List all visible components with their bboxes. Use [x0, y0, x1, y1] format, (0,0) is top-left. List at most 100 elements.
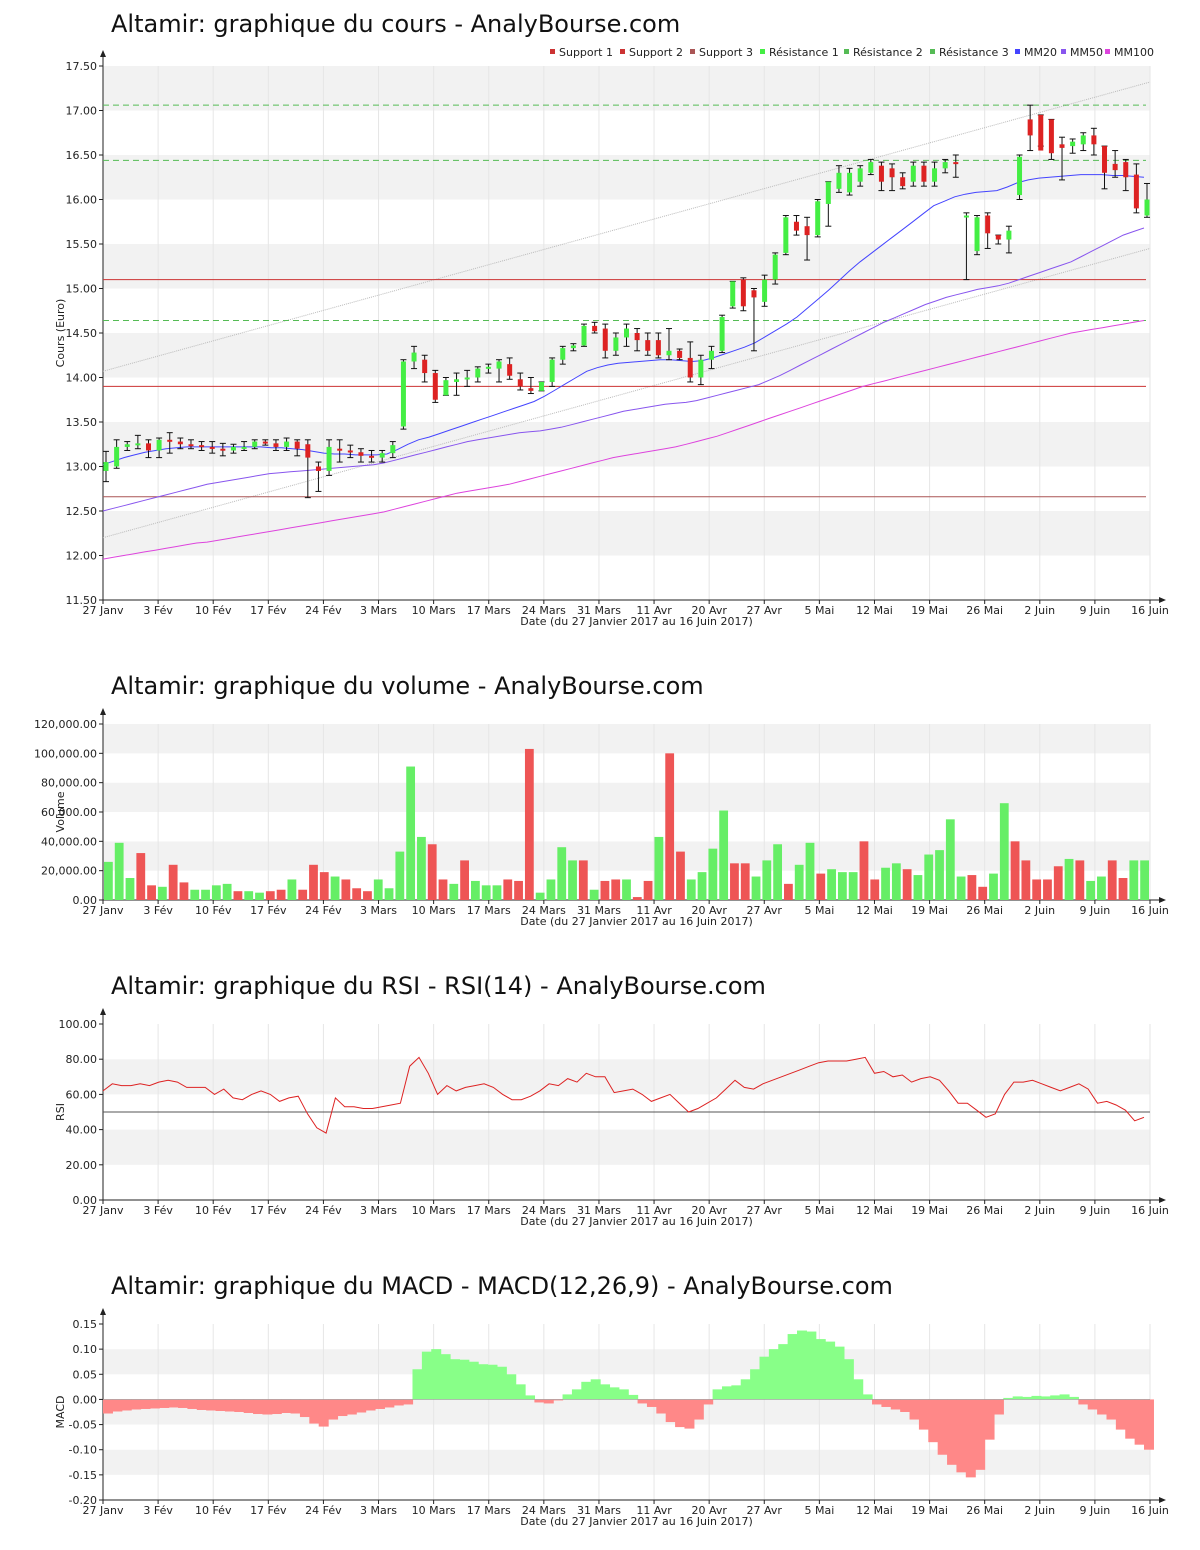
macd-area-negative — [309, 1399, 320, 1424]
macd-area-negative — [534, 1399, 545, 1403]
macd-area-negative — [1144, 1399, 1154, 1450]
macd-area-positive — [562, 1394, 573, 1400]
volume-x-tick-label: 12 Mai — [856, 904, 893, 917]
volume-bar — [697, 872, 707, 900]
volume-bar — [514, 880, 523, 900]
legend-swatch — [1015, 49, 1020, 54]
candle-body-down — [592, 325, 598, 332]
candle-body-down — [751, 290, 757, 298]
candle-body-down — [889, 168, 895, 178]
volume-x-axis-arrow — [1159, 897, 1166, 903]
macd-area-negative — [262, 1399, 273, 1415]
volume-bar — [287, 879, 297, 900]
macd-area-negative — [299, 1399, 310, 1418]
volume-bar — [190, 889, 200, 900]
candle-body-up — [475, 368, 481, 378]
macd-area-negative — [909, 1399, 920, 1420]
rsi-y-tick-label: 80.00 — [66, 1053, 98, 1066]
volume-bar — [773, 844, 783, 900]
rsi-line — [102, 1056, 1145, 1134]
macd-area-negative — [168, 1399, 179, 1408]
macd-x-tick-label: 24 Mars — [522, 1504, 566, 1517]
macd-area-positive — [797, 1330, 807, 1400]
macd-area-positive — [862, 1394, 873, 1400]
rsi-chart: 0.00 20.00 40.00 60.00 80.00 100.00 27 Janv 3 F… — [54, 1008, 1169, 1228]
candle-body-down — [645, 340, 651, 351]
macd-area-negative — [224, 1399, 235, 1412]
candle-body-down — [1123, 162, 1129, 178]
macd-x-tick-label: 3 Mars — [360, 1504, 397, 1517]
volume-bar — [686, 879, 696, 900]
volume-x-tick-label: 24 Fév — [305, 904, 342, 917]
volume-bar — [1097, 876, 1106, 900]
volume-bar — [956, 876, 966, 900]
macd-grid-band — [103, 1349, 1150, 1375]
macd-x-tick-label: 24 Fév — [305, 1504, 342, 1517]
volume-bar — [1107, 860, 1117, 900]
macd-area-positive — [853, 1379, 864, 1400]
ma-line-mm20 — [102, 174, 1145, 466]
volume-grid-band — [103, 812, 1150, 842]
macd-area-negative — [900, 1399, 911, 1412]
price-x-tick-label: 19 Mai — [911, 604, 948, 617]
price-grid-band — [103, 511, 1150, 556]
volume-x-tick-label: 31 Mars — [577, 904, 621, 917]
volume-x-tick-label: 24 Mars — [522, 904, 566, 917]
macd-area-positive — [515, 1384, 526, 1400]
macd-x-tick-label: 16 Juin — [1131, 1504, 1169, 1517]
volume-bar — [859, 841, 869, 900]
macd-area-negative — [646, 1399, 657, 1407]
macd-area-positive — [834, 1346, 845, 1400]
price-x-tick-label: 31 Mars — [577, 604, 621, 617]
price-grid-band — [103, 422, 1150, 467]
candle-body-up — [815, 201, 821, 236]
candle-body-up — [910, 165, 916, 182]
macd-x-axis-label: Date (du 27 Janvier 2017 au 16 Juin 2017… — [520, 1515, 753, 1528]
candle-body-up — [1006, 230, 1012, 240]
macd-area-positive — [571, 1389, 582, 1400]
price-y-tick-label: 13.50 — [66, 416, 98, 429]
legend-label: Résistance 1 — [769, 46, 839, 59]
rsi-x-tick-label: 3 Fév — [143, 1204, 173, 1217]
volume-chart: 0.00 20,000.00 40,000.00 60,000.00 80,000.00… — [34, 708, 1169, 928]
macd-area-negative — [656, 1399, 667, 1414]
ma-line-mm100 — [102, 320, 1145, 560]
macd-y-tick-label: -0.20 — [69, 1494, 97, 1507]
price-grid-band — [103, 555, 1150, 600]
candle-body-up — [825, 181, 831, 204]
volume-x-tick-label: 27 Avr — [747, 904, 783, 917]
volume-bar — [1032, 879, 1042, 900]
rsi-x-axis-label: Date (du 27 Janvier 2017 au 16 Juin 2017… — [520, 1215, 753, 1228]
macd-area-negative — [149, 1399, 160, 1409]
rsi-y-tick-label: 0.00 — [73, 1194, 98, 1207]
macd-area-negative — [543, 1399, 554, 1404]
price-x-tick-label: 27 Avr — [747, 604, 783, 617]
price-grid-band — [103, 66, 1150, 111]
macd-area-negative — [131, 1399, 142, 1410]
macd-x-tick-label: 9 Juin — [1080, 1504, 1111, 1517]
volume-bar — [999, 803, 1009, 900]
macd-area-negative — [103, 1399, 113, 1414]
candle-body-up — [730, 281, 736, 307]
price-x-axis-arrow — [1159, 597, 1166, 603]
legend-swatch — [844, 49, 849, 54]
volume-x-tick-label: 16 Juin — [1131, 904, 1169, 917]
candle-body-down — [677, 350, 683, 358]
macd-area-positive — [496, 1366, 507, 1400]
legend-swatch — [550, 49, 555, 54]
candle-body-down — [145, 443, 151, 451]
price-x-tick-label: 17 Fév — [250, 604, 287, 617]
macd-area-negative — [318, 1399, 329, 1427]
macd-area-positive — [421, 1351, 432, 1400]
macd-x-tick-label: 17 Mars — [467, 1504, 511, 1517]
volume-bar — [1129, 860, 1139, 900]
candle-body-up — [443, 380, 449, 396]
volume-bar — [233, 891, 243, 900]
rsi-x-axis-arrow — [1159, 1197, 1166, 1203]
candle-body-down — [1112, 163, 1118, 171]
macd-area-negative — [178, 1399, 189, 1408]
candle-body-down — [804, 226, 810, 236]
candle-body-down — [507, 364, 513, 376]
macd-area-negative — [243, 1399, 254, 1414]
price-y-tick-label: 14.00 — [66, 372, 98, 385]
